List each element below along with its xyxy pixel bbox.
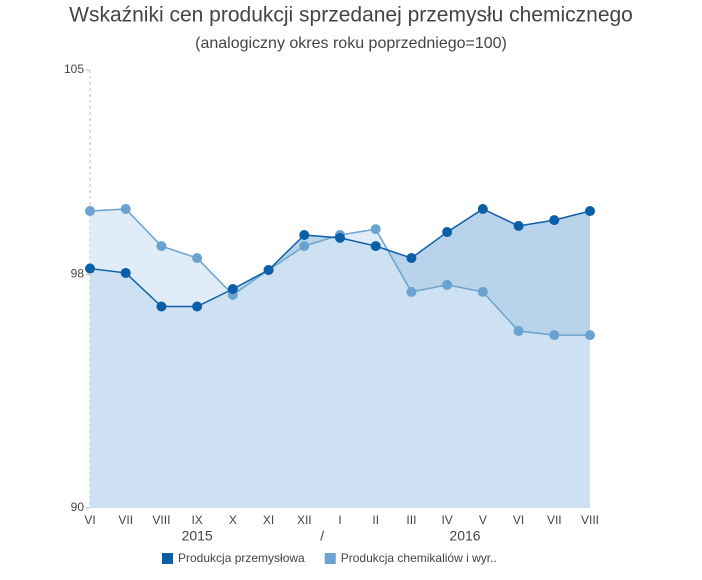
- x-tick-label: VII: [118, 513, 133, 527]
- point: [513, 220, 524, 231]
- x-tick-label: VII: [547, 513, 562, 527]
- x-tick-label: V: [479, 513, 487, 527]
- point: [477, 286, 488, 297]
- point: [192, 301, 203, 312]
- point: [513, 326, 524, 337]
- group-label: 2015: [182, 528, 213, 544]
- point: [156, 241, 167, 252]
- point: [263, 265, 274, 276]
- y-tick-label: 90: [71, 500, 85, 514]
- x-tick-label: VI: [513, 513, 524, 527]
- area: [90, 208, 590, 508]
- point: [585, 206, 595, 217]
- point: [299, 241, 310, 252]
- legend-swatch: [324, 553, 336, 564]
- point: [156, 301, 167, 312]
- x-tick-label: VI: [84, 513, 95, 527]
- point: [585, 330, 595, 341]
- x-tick-label: IV: [441, 513, 452, 527]
- point: [406, 286, 417, 297]
- x-tick-label: IX: [191, 513, 202, 527]
- legend-label: Produkcja przemysłowa: [178, 551, 305, 565]
- point: [227, 284, 238, 294]
- point: [299, 229, 310, 240]
- group-label: /: [320, 528, 324, 544]
- point: [335, 232, 345, 243]
- point: [120, 203, 131, 214]
- point: [442, 227, 453, 238]
- x-tick-label: III: [406, 513, 416, 527]
- point: [370, 241, 381, 252]
- group-label: 2016: [449, 528, 480, 544]
- x-tick-label: VIII: [152, 513, 170, 527]
- point: [85, 263, 95, 274]
- x-tick-label: I: [338, 513, 341, 527]
- point: [192, 253, 203, 264]
- x-tick-label: VIII: [581, 513, 599, 527]
- x-tick-label: XII: [297, 513, 312, 527]
- chart-subtitle: (analogiczny okres roku poprzedniego=100…: [195, 35, 507, 52]
- x-tick-label: II: [372, 513, 379, 527]
- x-tick-label: XI: [263, 513, 274, 527]
- chart-title: Wskaźniki cen produkcji sprzedanej przem…: [69, 4, 633, 27]
- point: [477, 203, 488, 214]
- x-tick-label: X: [229, 513, 237, 527]
- y-tick-label: 105: [64, 62, 84, 76]
- point: [549, 330, 560, 341]
- point: [370, 224, 381, 235]
- legend-label: Produkcja chemikaliów i wyr..: [341, 551, 497, 565]
- point: [549, 215, 560, 226]
- point: [442, 279, 453, 290]
- legend-swatch: [162, 553, 173, 564]
- point: [406, 253, 417, 264]
- point: [120, 267, 131, 278]
- point: [85, 206, 95, 217]
- y-tick-label: 98: [71, 267, 85, 281]
